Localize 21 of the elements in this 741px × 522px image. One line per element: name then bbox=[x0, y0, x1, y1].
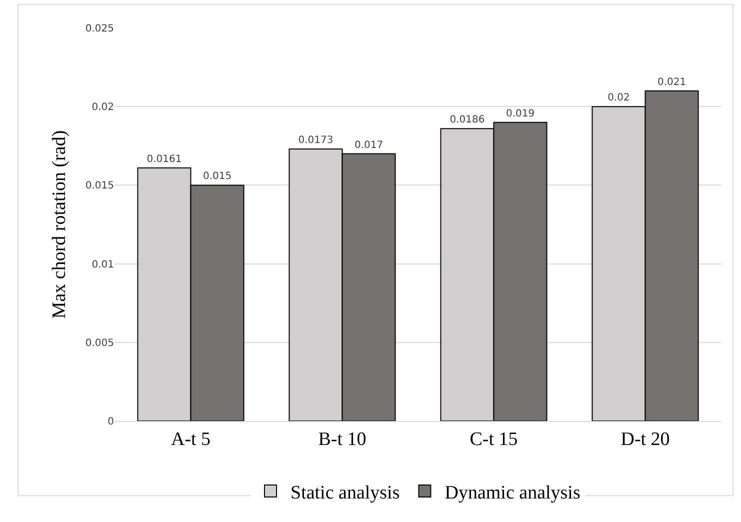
x-tick-label: A-t 5 bbox=[170, 428, 211, 450]
x-tick-label: D-t 20 bbox=[620, 428, 670, 450]
y-tick-label: 0.005 bbox=[85, 338, 114, 349]
data-label: 0.02 bbox=[608, 92, 630, 104]
y-tick-label: 0.02 bbox=[92, 102, 114, 114]
y-tick-label: 0 bbox=[108, 416, 114, 428]
data-label: 0.017 bbox=[354, 140, 384, 151]
data-label: 0.019 bbox=[506, 108, 535, 120]
y-tick-label: 0.015 bbox=[85, 180, 114, 192]
data-label: 0.0161 bbox=[146, 154, 182, 165]
legend-label: Static analysis bbox=[290, 482, 400, 504]
x-tick-label: B-t 10 bbox=[318, 428, 366, 450]
legend-label: Dynamic analysis bbox=[444, 482, 580, 504]
y-tick-label: 0.01 bbox=[92, 259, 114, 270]
y-axis-title: Max chord rotation (rad) bbox=[49, 130, 70, 319]
y-tick-label: 0.025 bbox=[85, 24, 114, 34]
data-label: 0.0186 bbox=[450, 114, 485, 126]
x-tick-label: C-t 15 bbox=[470, 428, 518, 450]
data-label: 0.0173 bbox=[298, 135, 334, 146]
data-label: 0.015 bbox=[202, 171, 232, 182]
data-label: 0.021 bbox=[657, 76, 686, 88]
